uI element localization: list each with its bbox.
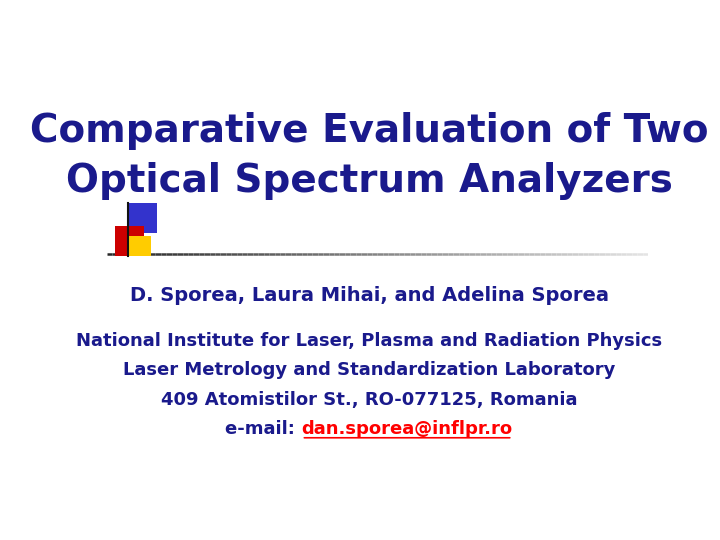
Text: Optical Spectrum Analyzers: Optical Spectrum Analyzers — [66, 162, 672, 200]
Bar — [115, 226, 144, 255]
Text: National Institute for Laser, Plasma and Radiation Physics: National Institute for Laser, Plasma and… — [76, 332, 662, 350]
Bar — [128, 203, 157, 233]
Text: dan.sporea@inflpr.ro: dan.sporea@inflpr.ro — [302, 420, 513, 437]
Text: Laser Metrology and Standardization Laboratory: Laser Metrology and Standardization Labo… — [123, 361, 615, 380]
Text: D. Sporea, Laura Mihai, and Adelina Sporea: D. Sporea, Laura Mihai, and Adelina Spor… — [130, 286, 608, 305]
Text: e-mail:: e-mail: — [225, 420, 302, 437]
Bar — [128, 236, 151, 255]
Text: Comparative Evaluation of Two: Comparative Evaluation of Two — [30, 112, 708, 150]
Text: 409 Atomistilor St., RO-077125, Romania: 409 Atomistilor St., RO-077125, Romania — [161, 390, 577, 409]
